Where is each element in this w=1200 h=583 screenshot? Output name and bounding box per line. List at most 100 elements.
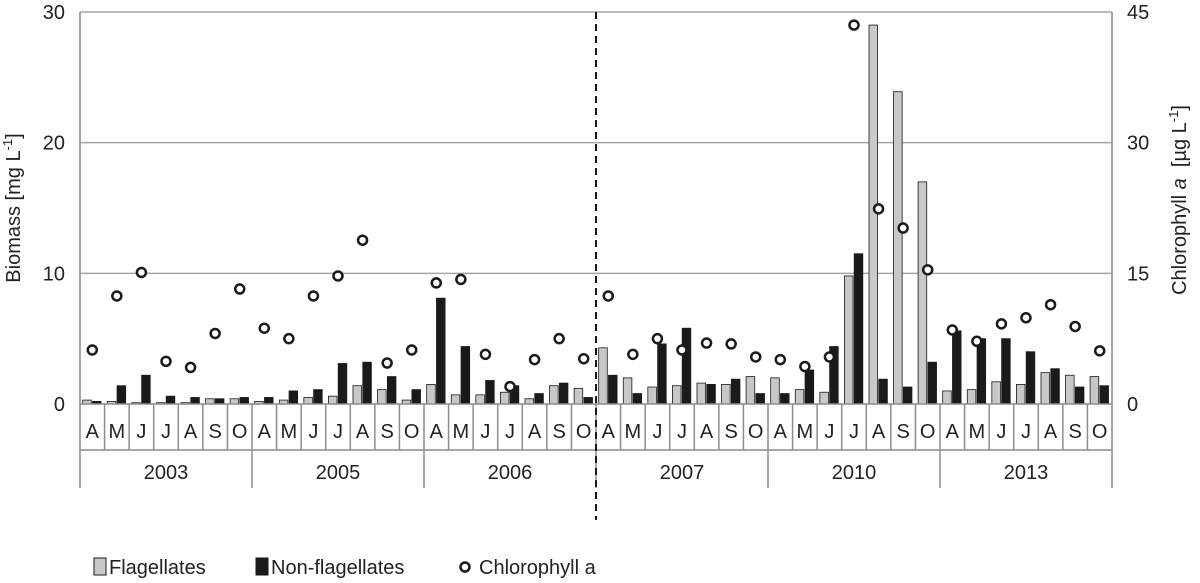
point-chlorophyll [897,222,909,234]
bar-non-flagellates [1074,386,1085,405]
y-axis-left-title-sup: -1 [0,139,15,151]
bar-non-flagellates [165,395,176,405]
bar-flagellates [598,347,608,405]
y-axis-right-title-main: Chlorophyll [1169,189,1191,295]
bar-non-flagellates [190,397,200,405]
y-axis-left-title-main: Biomass [mg L [3,150,25,282]
bar-non-flagellates [141,374,151,405]
legend: Flagellates Non-flagellates Chlorophyll … [93,557,597,579]
bar-non-flagellates [632,393,643,405]
point-chlorophyll [111,290,123,302]
point-chlorophyll [332,270,344,282]
bar-non-flagellates [657,343,667,405]
point-chlorophyll [700,337,713,349]
bar-non-flagellates [583,397,593,405]
bar-flagellates [647,386,657,405]
point-chlorophyll [405,344,418,356]
point-chlorophyll [946,324,959,336]
x-tick-label-month: A [1044,421,1058,443]
point-chlorophyll [135,266,148,279]
x-tick-label-month: S [208,421,221,443]
point-chlorophyll [233,283,246,295]
point-chlorophyll [971,335,983,348]
x-tick-label-month: A [946,421,960,443]
bars [82,24,1109,405]
x-tick-label-month: O [920,421,936,443]
x-tick-label-year: 2006 [488,462,533,484]
point-chlorophyll [725,338,737,350]
y-left-tick-label: 10 [43,263,65,285]
point-chlorophyll [823,351,836,363]
point-chlorophyll [504,380,516,393]
bar-flagellates [868,24,878,405]
bar-flagellates [303,397,313,405]
x-tick-label-month: J [824,421,834,443]
y-right-tick-label: 30 [1127,133,1149,155]
bar-non-flagellates [1050,368,1060,405]
point-chlorophyll [1020,312,1032,324]
bar-flagellates [573,387,584,405]
point-chlorophyll [479,348,492,361]
x-tick-label-month: S [896,421,909,443]
y-right-tick-label: 15 [1127,263,1149,285]
bar-non-flagellates [1099,385,1109,405]
bar-non-flagellates [1025,351,1036,405]
bar-flagellates [844,275,854,405]
x-tick-label-year: 2013 [1004,462,1049,484]
bar-flagellates [1089,376,1100,405]
legend-swatch-non-flagellates [255,557,269,576]
bar-non-flagellates [485,380,495,405]
point-chlorophyll [872,203,885,215]
x-tick-label-month: M [969,421,986,443]
x-tick-label-month: M [109,421,126,443]
point-chlorophyll [356,234,369,246]
point-chlorophyll [676,344,688,356]
bar-non-flagellates [755,393,765,405]
point-chlorophyll [1044,298,1057,311]
bar-non-flagellates [264,397,274,405]
bar-flagellates [917,181,928,405]
bar-flagellates [499,391,510,405]
bar-non-flagellates [534,393,544,405]
chlorophyll-points [86,19,1106,393]
point-chlorophyll [381,357,393,369]
x-tick-label-month: J [136,421,146,443]
bar-flagellates [352,385,362,405]
y-right-tick-label: 0 [1127,394,1138,416]
x-tick-label-month: A [774,421,788,443]
bar-flagellates [966,389,977,405]
point-chlorophyll [577,352,590,365]
bar-non-flagellates [927,361,937,405]
legend-label-chlorophyll: Chlorophyll a [479,557,597,579]
x-tick-label-month: O [1092,421,1108,443]
bar-non-flagellates [608,374,618,405]
bar-non-flagellates [780,393,790,405]
point-chlorophyll [848,19,860,31]
bar-flagellates [942,390,952,405]
x-tick-label-month: A [700,421,714,443]
bar-non-flagellates [706,383,716,405]
bar-non-flagellates [558,382,569,405]
bar-flagellates [205,398,215,405]
bar-non-flagellates [878,378,888,405]
point-chlorophyll [528,353,541,366]
bar-non-flagellates [730,378,741,405]
y-axis-left-title-end: ] [3,133,25,139]
point-chlorophyll [995,318,1008,330]
y-right-tick-label: 45 [1127,2,1149,24]
x-tick-label-month: S [552,421,565,443]
bar-flagellates [327,395,338,405]
x-tick-label-month: S [380,421,393,443]
y-axis-right-title-mid: [µg L [1169,122,1191,178]
x-tick-label-month: J [308,421,318,443]
x-tick-label-month: A [528,421,542,443]
y-axis-right-title-italic: a [1169,178,1191,189]
bar-non-flagellates [411,389,421,405]
point-chlorophyll [86,344,99,356]
bar-flagellates [622,377,633,405]
bar-flagellates [1040,372,1050,405]
y-left-tick-label: 30 [43,2,65,24]
point-chlorophyll [258,322,271,334]
bar-flagellates [819,391,829,405]
bar-flagellates [377,389,387,405]
